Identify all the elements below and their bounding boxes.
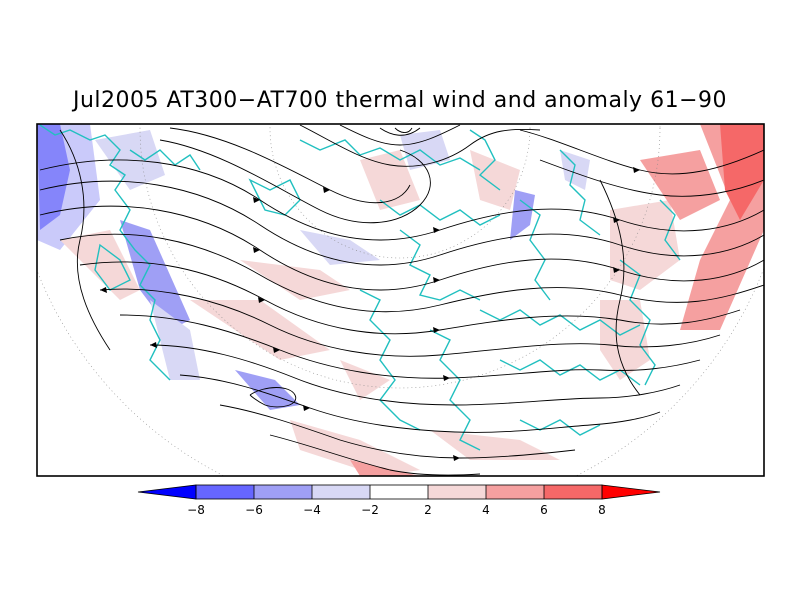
- colorbar-arrow-left: [138, 485, 196, 499]
- colorbar-box: [370, 485, 428, 499]
- colorbar-label: 8: [598, 503, 606, 517]
- positive-anomaly-region: [720, 124, 764, 220]
- positive-anomaly-region: [430, 430, 560, 460]
- colorbar-label: 6: [540, 503, 548, 517]
- positive-anomaly-region: [60, 230, 140, 300]
- positive-anomaly-region: [340, 360, 390, 400]
- positive-anomaly-region: [640, 150, 720, 220]
- colorbar-box: [196, 485, 254, 499]
- map-title: Jul2005 AT300−AT700 thermal wind and ano…: [72, 88, 727, 113]
- graticule: [37, 124, 764, 476]
- negative-anomaly-region: [150, 300, 200, 380]
- positive-anomaly-region: [470, 150, 520, 210]
- colorbar-label: −8: [187, 503, 205, 517]
- colorbar-box: [486, 485, 544, 499]
- colorbar-label: −6: [245, 503, 263, 517]
- streamline-arrows: [100, 167, 640, 461]
- anomaly-shading: [37, 124, 764, 476]
- colorbar-box: [428, 485, 486, 499]
- colorbar: −8 −6 −4 −2 2 4 6 8: [137, 484, 661, 517]
- negative-anomaly-region: [510, 190, 535, 240]
- colorbar-label: −2: [361, 503, 379, 517]
- colorbar-label: −4: [303, 503, 321, 517]
- colorbar-box: [312, 485, 370, 499]
- negative-anomaly-region: [120, 220, 190, 330]
- negative-anomaly-region: [560, 150, 590, 190]
- coastlines: [39, 124, 681, 451]
- colorbar-arrow-right: [602, 485, 660, 499]
- positive-anomaly-region: [600, 300, 650, 380]
- positive-anomaly-region: [240, 260, 350, 300]
- thermal-wind-streamlines: [39, 124, 764, 476]
- colorbar-label: 2: [424, 503, 432, 517]
- negative-anomaly-region: [37, 124, 100, 250]
- positive-anomaly-region: [190, 300, 330, 360]
- colorbar-label: 4: [482, 503, 490, 517]
- map-frame: [36, 123, 765, 477]
- positive-anomaly-region: [360, 150, 420, 210]
- colorbar-box: [254, 485, 312, 499]
- negative-anomaly-region: [300, 230, 380, 265]
- negative-anomaly-region: [235, 370, 300, 410]
- negative-anomaly-region: [400, 130, 450, 170]
- colorbar-box: [544, 485, 602, 499]
